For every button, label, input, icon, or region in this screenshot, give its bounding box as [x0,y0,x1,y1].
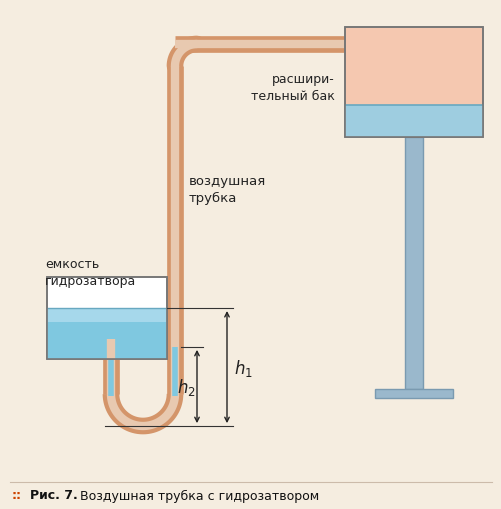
Bar [344,28,482,138]
Text: ::: :: [12,489,22,501]
Bar [344,28,482,138]
Text: воздушная
трубка: воздушная трубка [188,175,266,205]
Bar [48,308,166,323]
Text: емкость
гидрозатвора: емкость гидрозатвора [45,258,136,288]
Bar [47,308,167,359]
Bar [47,277,167,359]
Text: $h_2$: $h_2$ [177,376,195,397]
Text: Воздушная трубка с гидрозатвором: Воздушная трубка с гидрозатвором [76,489,319,501]
Bar [404,138,422,389]
Text: Рис. 7.: Рис. 7. [30,489,78,501]
Text: расшири-
тельный бак: расшири- тельный бак [250,73,334,103]
Bar [344,106,482,138]
Bar [374,389,452,398]
Polygon shape [106,394,180,431]
Bar [47,277,167,359]
Text: $h_1$: $h_1$ [233,357,253,378]
